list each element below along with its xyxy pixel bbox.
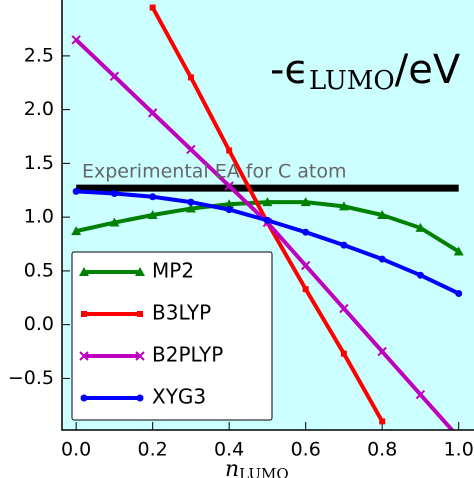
marker [187, 198, 195, 206]
marker [109, 71, 120, 82]
marker [149, 193, 157, 201]
marker [455, 289, 463, 297]
legend-label: MP2 [152, 259, 194, 283]
legend-markers [80, 394, 144, 402]
marker [110, 190, 118, 197]
marker [302, 228, 310, 236]
marker [224, 181, 234, 191]
y-tick-label: −0.5 [8, 367, 54, 389]
marker [79, 351, 89, 361]
y-tick-label: 0.5 [24, 259, 54, 281]
marker [340, 241, 348, 249]
marker [226, 147, 233, 154]
marker [415, 222, 426, 232]
x-tick-label: 0.2 [138, 439, 168, 461]
annotation-sub: LUMO [309, 66, 395, 96]
x-axis-label: nLUMO [225, 457, 289, 478]
y-tick-label: 1.5 [24, 152, 54, 174]
x-tick-label: 1.0 [444, 439, 474, 461]
marker [185, 203, 196, 213]
marker [72, 187, 80, 195]
legend-box [71, 251, 273, 421]
marker [415, 389, 426, 400]
marker [262, 197, 273, 207]
marker [224, 199, 235, 209]
legend-label: B3LYP [152, 301, 211, 325]
legend-markers [79, 351, 145, 361]
y-tick-label: 2.0 [24, 98, 54, 120]
marker [81, 311, 87, 317]
marker [377, 346, 387, 357]
marker [136, 394, 144, 402]
marker [135, 267, 145, 276]
marker [416, 271, 424, 279]
x-tick-label: 0.0 [61, 439, 91, 461]
marker [263, 216, 271, 224]
x-label-sub: LUMO [239, 465, 288, 478]
marker [339, 303, 349, 314]
marker [378, 255, 386, 263]
plot-lines [71, 4, 464, 430]
legend-markers [79, 267, 145, 276]
x-label-main: n [225, 457, 239, 478]
marker [109, 217, 120, 227]
marker [453, 246, 464, 256]
y-tick-label: 1.0 [24, 206, 54, 228]
marker [302, 286, 309, 293]
marker [300, 197, 311, 207]
y-tick-label: 0.0 [24, 313, 54, 335]
annotation-prefix: -ϵ [270, 47, 309, 93]
marker [71, 226, 82, 236]
marker [135, 351, 145, 361]
annotation-suffix: /eV [395, 47, 461, 93]
plot-frame [61, 0, 474, 431]
marker [340, 350, 347, 357]
marker [79, 267, 89, 276]
legend-label: XYG3 [152, 385, 206, 409]
marker [300, 260, 311, 271]
x-tick-label: 0.8 [367, 439, 397, 461]
marker [71, 35, 81, 45]
x-tick-label: 0.6 [291, 439, 321, 461]
marker [137, 311, 143, 317]
marker [147, 210, 158, 219]
marker [186, 144, 196, 155]
marker [147, 108, 158, 118]
y-tick-label: 2.5 [24, 44, 54, 66]
annotation: -ϵLUMO/eV [270, 47, 461, 96]
marker [80, 394, 88, 402]
marker [225, 206, 233, 214]
marker [149, 4, 156, 11]
marker [187, 74, 194, 81]
marker [379, 418, 386, 425]
legend-markers [81, 311, 143, 317]
reference-label: Experimental EA for C atom [82, 161, 346, 183]
marker [338, 201, 349, 211]
marker [377, 210, 388, 219]
x-tick-label: 0.4 [214, 439, 244, 461]
legend-label: B2PLYP [152, 343, 223, 367]
